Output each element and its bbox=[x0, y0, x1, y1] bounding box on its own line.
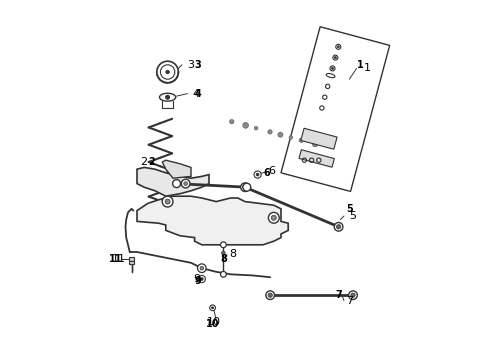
Circle shape bbox=[166, 95, 170, 99]
Text: 1: 1 bbox=[357, 60, 364, 70]
Circle shape bbox=[200, 278, 203, 280]
Circle shape bbox=[269, 212, 279, 223]
Circle shape bbox=[349, 291, 357, 300]
Circle shape bbox=[254, 126, 258, 130]
Circle shape bbox=[268, 293, 272, 297]
Text: 3: 3 bbox=[187, 60, 195, 70]
Circle shape bbox=[271, 215, 276, 220]
Circle shape bbox=[184, 182, 187, 185]
Bar bbox=[301, 128, 337, 149]
Bar bbox=[129, 257, 134, 261]
Text: 4: 4 bbox=[193, 89, 200, 99]
Circle shape bbox=[243, 122, 248, 128]
Circle shape bbox=[256, 173, 259, 176]
Text: 7: 7 bbox=[335, 290, 342, 300]
Circle shape bbox=[241, 183, 249, 192]
Circle shape bbox=[166, 70, 170, 74]
Circle shape bbox=[266, 291, 274, 300]
Text: 11: 11 bbox=[112, 254, 126, 264]
Text: 5: 5 bbox=[349, 211, 356, 221]
Circle shape bbox=[221, 251, 225, 255]
Circle shape bbox=[351, 293, 355, 297]
Text: 1: 1 bbox=[364, 63, 371, 73]
Text: 9: 9 bbox=[193, 274, 200, 284]
Text: 6: 6 bbox=[269, 166, 275, 176]
Bar bbox=[299, 150, 334, 167]
Circle shape bbox=[299, 138, 303, 143]
Text: 10: 10 bbox=[207, 317, 221, 327]
Text: 11: 11 bbox=[109, 254, 122, 264]
Text: 2: 2 bbox=[148, 157, 155, 167]
Text: 10: 10 bbox=[206, 319, 220, 329]
Text: 6: 6 bbox=[263, 168, 270, 178]
Text: 2: 2 bbox=[141, 157, 147, 167]
Text: 8: 8 bbox=[220, 254, 227, 264]
Circle shape bbox=[278, 132, 283, 137]
Polygon shape bbox=[137, 196, 288, 245]
Circle shape bbox=[172, 180, 180, 188]
Circle shape bbox=[162, 196, 173, 207]
Polygon shape bbox=[137, 167, 209, 196]
Bar bbox=[129, 261, 134, 264]
Circle shape bbox=[200, 266, 204, 270]
Bar bbox=[281, 27, 390, 192]
Text: 3: 3 bbox=[195, 60, 201, 70]
Circle shape bbox=[334, 222, 343, 231]
Circle shape bbox=[337, 225, 341, 229]
Circle shape bbox=[220, 271, 226, 277]
Text: 4: 4 bbox=[195, 89, 201, 99]
Circle shape bbox=[334, 57, 337, 59]
Text: 7: 7 bbox=[346, 296, 353, 306]
Circle shape bbox=[220, 242, 226, 248]
Circle shape bbox=[312, 141, 318, 147]
Circle shape bbox=[197, 264, 206, 273]
Circle shape bbox=[212, 307, 214, 309]
Text: 5: 5 bbox=[346, 204, 353, 214]
Circle shape bbox=[243, 185, 247, 189]
Circle shape bbox=[243, 183, 251, 191]
Circle shape bbox=[230, 120, 234, 124]
Text: 8: 8 bbox=[229, 249, 236, 259]
Text: 9: 9 bbox=[195, 276, 201, 286]
Circle shape bbox=[181, 179, 190, 188]
Polygon shape bbox=[162, 160, 191, 178]
Circle shape bbox=[337, 46, 340, 48]
Circle shape bbox=[331, 67, 334, 69]
Circle shape bbox=[165, 199, 170, 204]
Circle shape bbox=[268, 130, 272, 134]
Circle shape bbox=[289, 136, 293, 139]
